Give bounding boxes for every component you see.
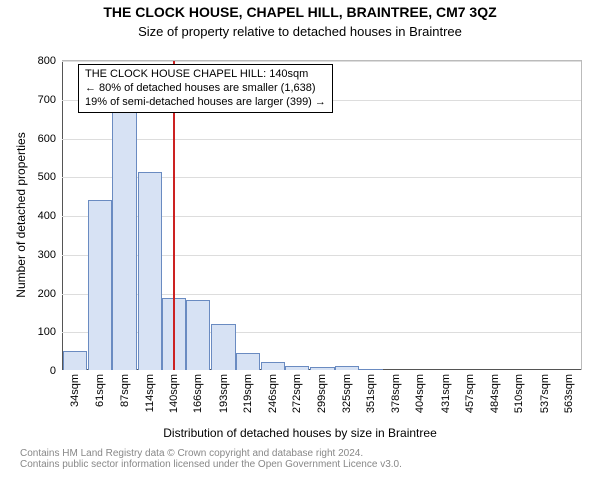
annotation-box: THE CLOCK HOUSE CHAPEL HILL: 140sqm← 80%…	[78, 64, 333, 113]
x-tick-label: 457sqm	[464, 374, 476, 413]
x-tick-label: 299sqm	[316, 374, 328, 413]
histogram-bar	[63, 351, 87, 370]
x-tick-label: 484sqm	[489, 374, 501, 413]
annotation-line: THE CLOCK HOUSE CHAPEL HILL: 140sqm	[85, 68, 326, 82]
x-tick-label: 34sqm	[69, 374, 81, 407]
y-tick-label: 0	[50, 365, 56, 377]
histogram-bar	[335, 366, 359, 370]
y-tick-label: 700	[38, 94, 56, 106]
x-tick-label: 193sqm	[218, 374, 230, 413]
x-tick-label: 114sqm	[144, 374, 156, 412]
chart-subtitle: Size of property relative to detached ho…	[0, 24, 600, 39]
x-tick-label: 166sqm	[192, 374, 204, 413]
x-tick-label: 404sqm	[414, 374, 426, 413]
x-tick-label: 219sqm	[242, 374, 254, 413]
gridline	[62, 139, 581, 140]
x-tick-label: 510sqm	[513, 374, 525, 413]
x-tick-label: 272sqm	[291, 374, 303, 413]
x-tick-label: 351sqm	[365, 374, 377, 413]
y-tick-label: 100	[38, 326, 56, 338]
x-tick-label: 378sqm	[390, 374, 402, 413]
annotation-line: 19% of semi-detached houses are larger (…	[85, 96, 326, 110]
histogram-bar	[112, 110, 136, 370]
histogram-bar	[285, 366, 309, 370]
x-tick-label: 431sqm	[440, 374, 452, 413]
histogram-bar	[186, 300, 210, 370]
chart-title: THE CLOCK HOUSE, CHAPEL HILL, BRAINTREE,…	[0, 4, 600, 20]
chart-footer: Contains HM Land Registry data © Crown c…	[20, 448, 402, 470]
histogram-bar	[236, 353, 260, 370]
x-tick-label: 537sqm	[539, 374, 551, 413]
x-tick-label: 563sqm	[563, 374, 575, 413]
x-tick-label: 325sqm	[341, 374, 353, 413]
y-tick-label: 500	[38, 171, 56, 183]
y-tick-label: 200	[38, 288, 56, 300]
y-tick-label: 400	[38, 210, 56, 222]
footer-line: Contains HM Land Registry data © Crown c…	[20, 448, 402, 459]
y-tick-label: 300	[38, 249, 56, 261]
histogram-bar	[138, 172, 162, 370]
histogram-bar	[261, 362, 285, 370]
x-axis-label: Distribution of detached houses by size …	[0, 426, 600, 440]
gridline	[62, 61, 581, 62]
y-tick-label: 800	[38, 55, 56, 67]
histogram-bar	[211, 324, 235, 371]
y-tick-label: 600	[38, 133, 56, 145]
annotation-line: ← 80% of detached houses are smaller (1,…	[85, 82, 326, 96]
histogram-bar	[88, 200, 112, 371]
y-axis-label: Number of detached properties	[14, 60, 28, 370]
x-tick-label: 246sqm	[267, 374, 279, 413]
x-tick-label: 140sqm	[168, 374, 180, 413]
histogram-bar	[310, 367, 334, 370]
x-tick-label: 61sqm	[94, 374, 106, 407]
x-tick-label: 87sqm	[119, 374, 131, 407]
histogram-bar	[359, 369, 383, 370]
footer-line: Contains public sector information licen…	[20, 459, 402, 470]
